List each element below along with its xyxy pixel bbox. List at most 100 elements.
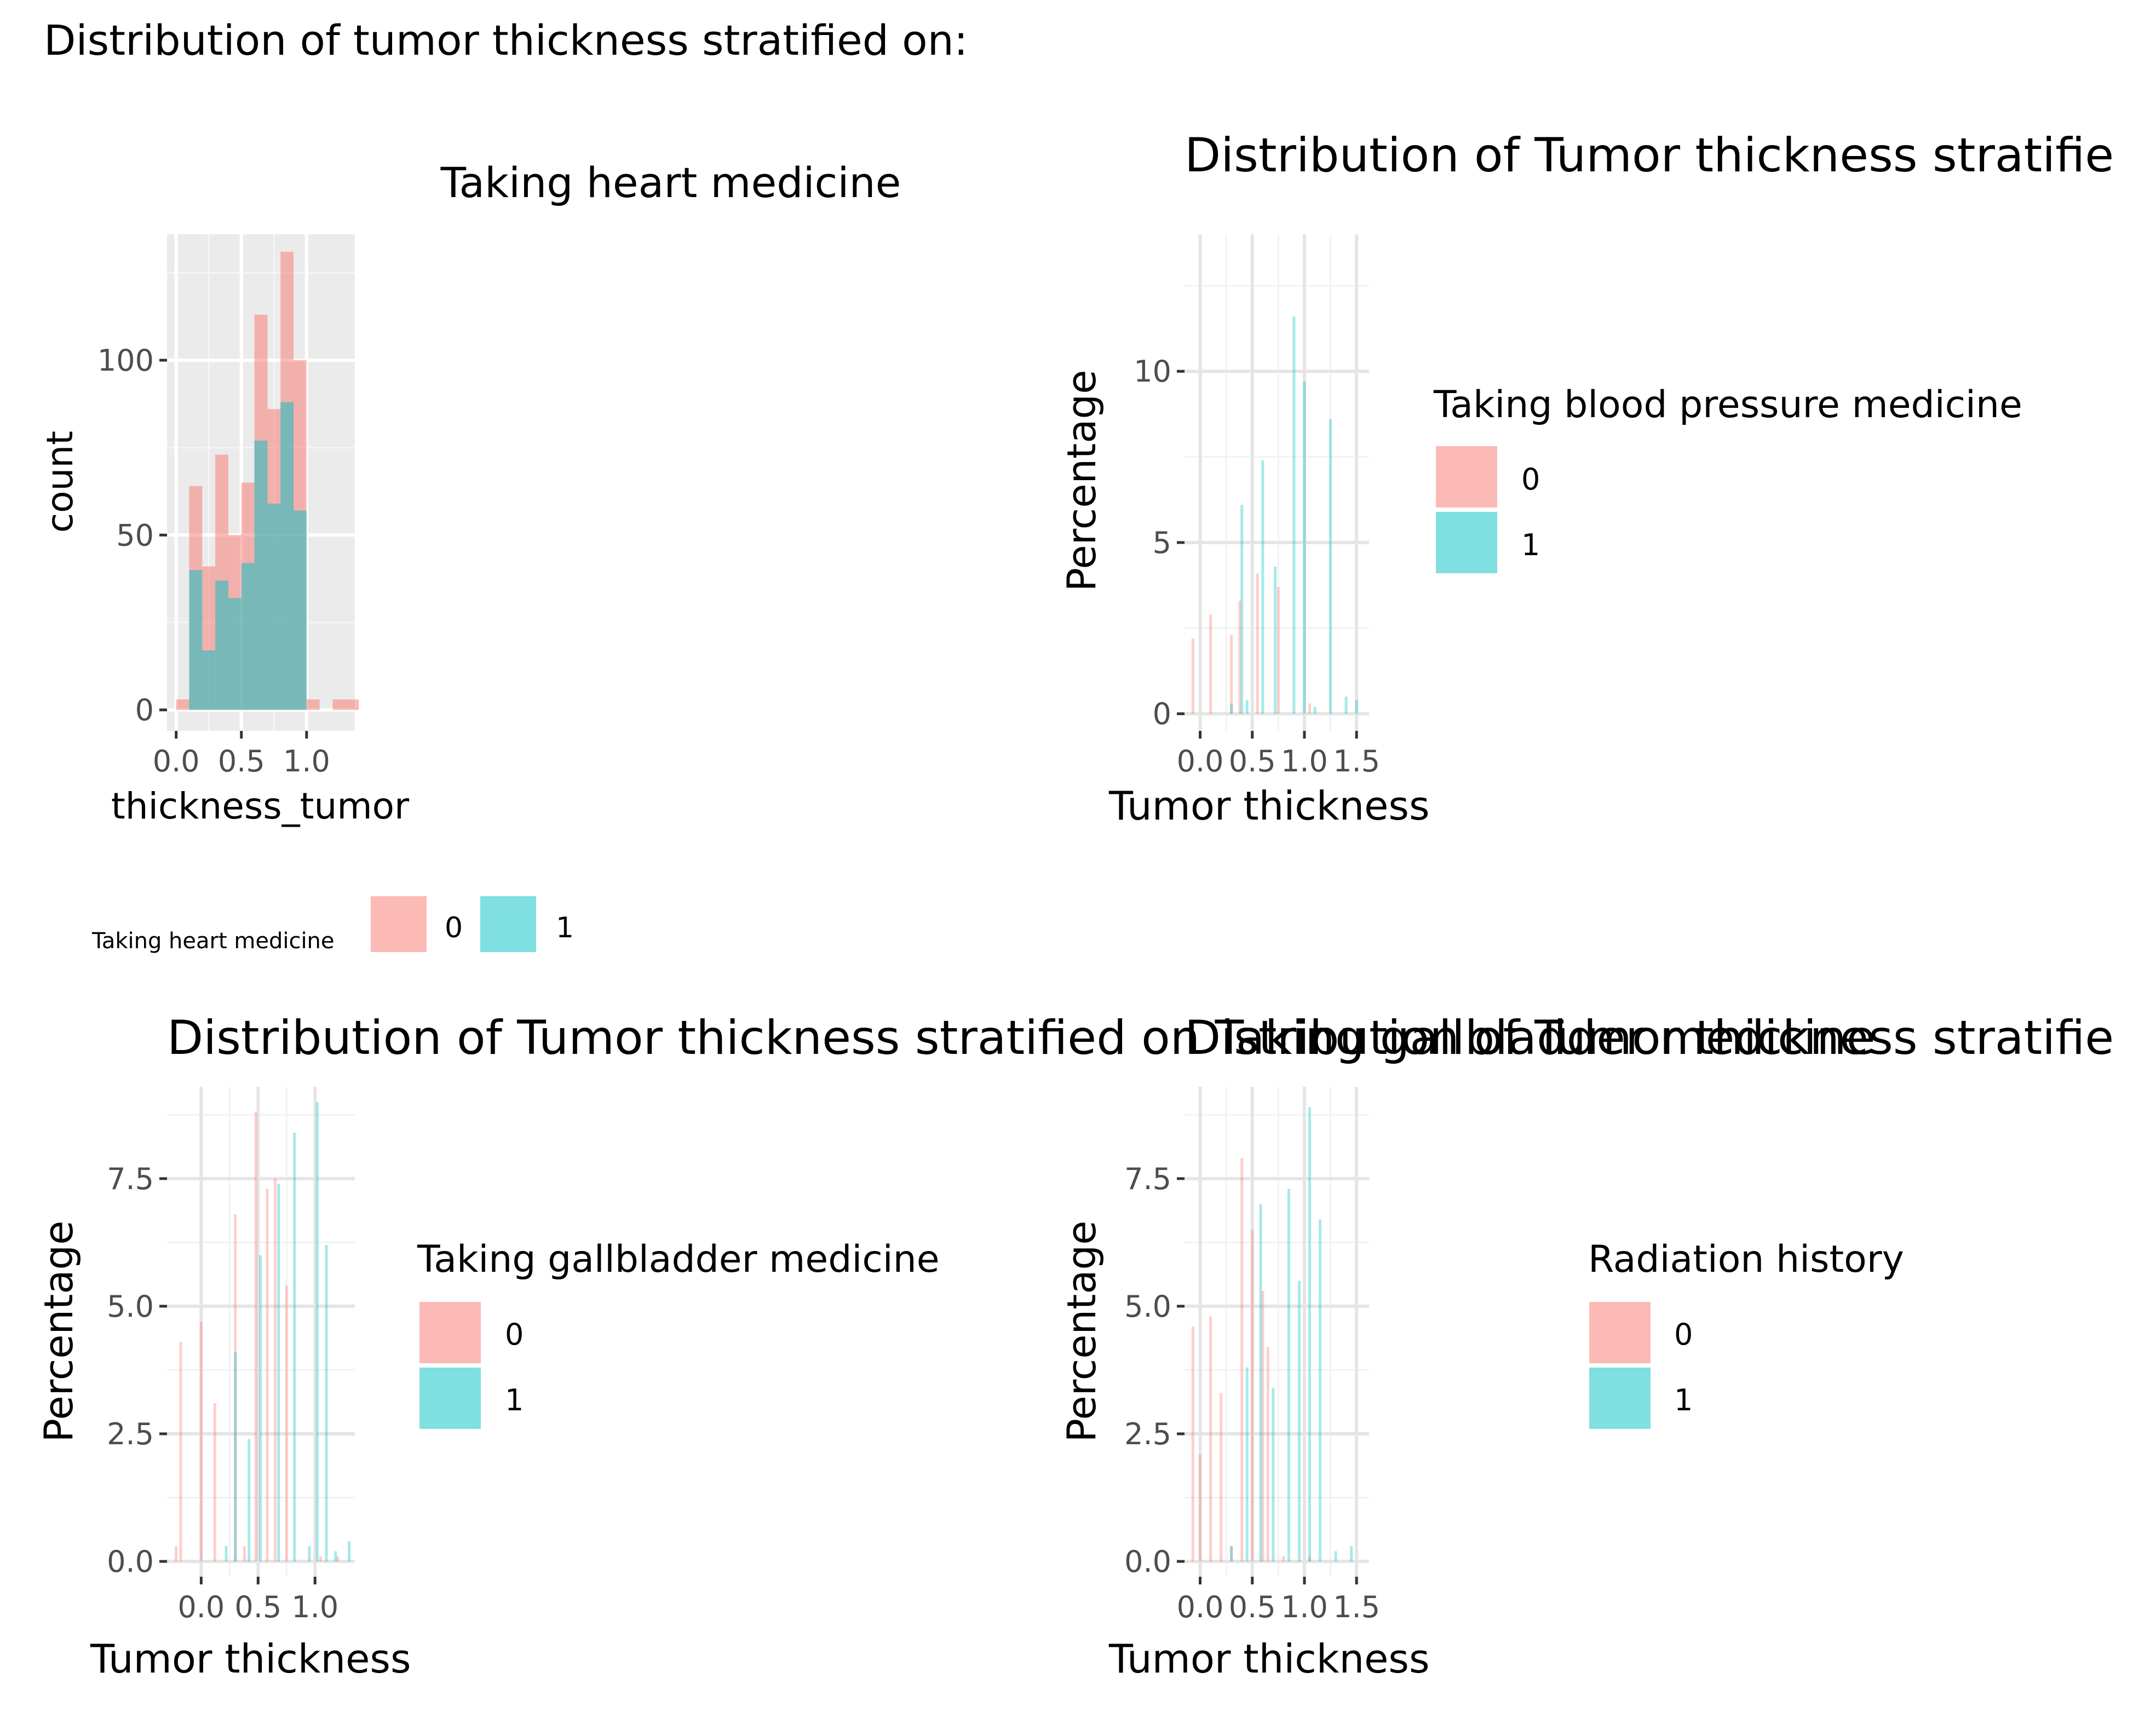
gall-bar-s1-4 — [277, 1184, 280, 1562]
heart-bar-s1-7 — [267, 503, 281, 710]
gall-bar-s0-3 — [213, 1403, 216, 1562]
rad-bar-s0-9 — [1282, 1556, 1285, 1562]
heart-legend-key-0 — [371, 896, 427, 952]
heart-bar-s1-3 — [215, 580, 228, 710]
gall-bar-s0-9 — [285, 1285, 288, 1562]
gall-bar-s0-4 — [234, 1214, 237, 1562]
rad-legend: Radiation history 0 1 — [1588, 1238, 1904, 1429]
rad-xtick-label-2: 1.0 — [1281, 1590, 1328, 1624]
gall-legend-title: Taking gallbladder medicine — [417, 1238, 940, 1281]
bp-bar-s1-9 — [1344, 696, 1348, 714]
heart-bar-s0-10 — [306, 699, 320, 710]
bp-ytick-label-1: 5 — [1153, 526, 1171, 560]
heart-legend-key-1 — [480, 896, 536, 952]
bp-bar-s1-10 — [1355, 700, 1358, 714]
bp-bar-s0-6 — [1308, 703, 1311, 714]
rad-bar-s0-2 — [1209, 1316, 1212, 1562]
heart-bar-s1-5 — [241, 563, 255, 710]
rad-bar-s0-0 — [1191, 1327, 1194, 1562]
rad-ytick-label-1: 2.5 — [1124, 1417, 1171, 1451]
heart-ytick-label-0: 0 — [135, 693, 154, 728]
rad-legend-key-1 — [1589, 1368, 1651, 1429]
gall-bar-s1-2 — [248, 1439, 251, 1562]
heart-legend-title: Taking heart medicine — [91, 929, 335, 954]
heart-legend: Taking heart medicine 0 1 — [91, 893, 574, 955]
rad-bar-s1-7 — [1319, 1219, 1322, 1562]
gall-legend-label-0: 0 — [505, 1317, 524, 1352]
heart-xtick-label-0: 0.0 — [153, 744, 200, 779]
gall-bar-s1-6 — [308, 1546, 311, 1562]
gall-xlabel: Tumor thickness — [90, 1636, 411, 1682]
rad-bar-s1-5 — [1297, 1281, 1301, 1562]
panel-bp: Distribution of Tumor thickness stratifi… — [1059, 128, 2114, 829]
bp-xtick-label-3: 1.5 — [1333, 744, 1380, 779]
bp-legend-key-0 — [1436, 446, 1497, 508]
bp-ytick-label-0: 0 — [1153, 697, 1171, 731]
heart-ytick-label-2: 100 — [97, 343, 154, 378]
bp-bar-s1-3 — [1261, 460, 1264, 714]
heart-bar-s1-2 — [202, 650, 216, 710]
bp-bar-s1-1 — [1240, 505, 1244, 714]
rad-bar-s0-10 — [1308, 1556, 1311, 1562]
rad-xtick-label-1: 0.5 — [1229, 1590, 1276, 1624]
rad-bar-s1-2 — [1259, 1204, 1262, 1562]
heart-bar-s1-1 — [189, 570, 203, 710]
gall-bar-s1-10 — [348, 1541, 351, 1562]
bp-bar-s0-0 — [1191, 638, 1194, 714]
heart-bar-s1-8 — [280, 402, 294, 710]
bp-bar-s1-8 — [1329, 419, 1332, 714]
rad-ylabel: Percentage — [1059, 1220, 1105, 1442]
bp-bar-s0-4 — [1256, 573, 1259, 714]
bp-legend: Taking blood pressure medicine 0 1 — [1433, 383, 2022, 573]
gall-legend-label-1: 1 — [505, 1383, 524, 1417]
rad-xtick-label-3: 1.5 — [1333, 1590, 1380, 1624]
gall-bar-s0-2 — [199, 1321, 203, 1562]
rad-y-axis: 0.0 2.5 5.0 7.5 — [1124, 1162, 1185, 1579]
heart-ylabel: count — [39, 431, 81, 533]
gall-xtick-label-0: 0.0 — [177, 1590, 225, 1624]
bp-legend-key-1 — [1436, 512, 1497, 573]
gall-bar-s1-8 — [325, 1245, 328, 1562]
heart-ytick-label-1: 50 — [116, 518, 154, 552]
gall-bar-s0-5 — [243, 1546, 246, 1562]
gall-title: Distribution of Tumor thickness stratifi… — [167, 1011, 1876, 1065]
heart-bar-s0-13 — [346, 699, 359, 710]
gall-ytick-label-3: 7.5 — [107, 1162, 154, 1196]
heart-x-axis: 0.0 0.5 1.0 — [153, 731, 330, 779]
heart-bars — [176, 251, 359, 710]
rad-bar-s0-5 — [1240, 1158, 1244, 1562]
rad-legend-title: Radiation history — [1588, 1238, 1904, 1281]
gall-x-axis: 0.0 0.5 1.0 — [177, 1577, 338, 1624]
gall-bar-s0-6 — [254, 1112, 257, 1562]
bp-bar-s1-5 — [1292, 316, 1296, 714]
gall-bar-s0-11 — [336, 1556, 340, 1562]
heart-xtick-label-2: 1.0 — [283, 744, 330, 779]
gall-bar-s0-1 — [179, 1342, 182, 1562]
gall-bar-s0-10 — [319, 1556, 323, 1562]
panel-gall: Distribution of Tumor thickness stratifi… — [36, 1011, 1876, 1682]
panel-rad: Distribution of Tumor thickness stratifi… — [1059, 1011, 2114, 1682]
gall-xtick-label-2: 1.0 — [291, 1590, 338, 1624]
rad-ytick-label-3: 7.5 — [1124, 1162, 1171, 1196]
rad-bar-s1-8 — [1334, 1551, 1337, 1562]
gall-bar-s0-7 — [266, 1189, 269, 1562]
heart-bar-s1-4 — [228, 598, 242, 710]
bp-x-axis: 0.0 0.5 1.0 1.5 — [1177, 731, 1380, 779]
rad-bars — [1191, 1107, 1353, 1562]
gall-bar-s1-5 — [293, 1132, 296, 1562]
rad-bar-s0-6 — [1251, 1230, 1254, 1562]
rad-xlabel: Tumor thickness — [1108, 1636, 1429, 1682]
bp-legend-title: Taking blood pressure medicine — [1433, 383, 2022, 426]
gall-bar-s1-0 — [225, 1546, 228, 1562]
rad-bar-s0-3 — [1220, 1393, 1223, 1562]
rad-bar-s1-1 — [1245, 1367, 1249, 1562]
bp-xtick-label-2: 1.0 — [1281, 744, 1328, 779]
rad-bar-s0-4 — [1230, 1546, 1233, 1562]
rad-legend-label-1: 1 — [1674, 1383, 1693, 1417]
heart-bar-s1-9 — [294, 510, 307, 710]
bp-bar-s1-7 — [1313, 707, 1316, 714]
heart-legend-label-0: 0 — [445, 912, 463, 944]
gall-bar-s0-0 — [175, 1546, 178, 1562]
bp-legend-label-0: 0 — [1521, 462, 1540, 497]
